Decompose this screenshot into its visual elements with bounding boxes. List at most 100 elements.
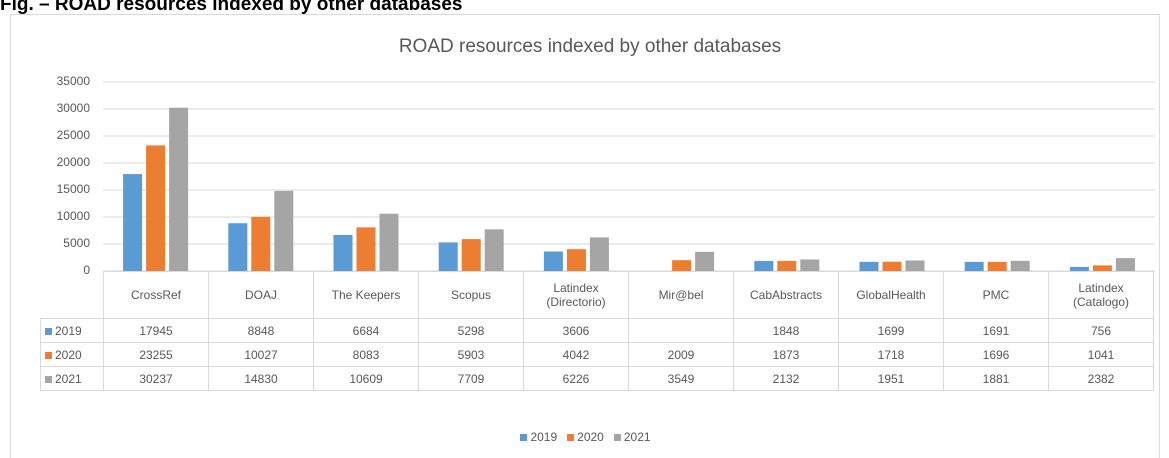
- bar: [987, 261, 1007, 271]
- legend-item: 2020: [565, 430, 604, 444]
- table-cell: 5903: [418, 342, 524, 367]
- category-label: Scopus: [418, 271, 524, 319]
- table-cell: 1951: [838, 366, 944, 391]
- legend-swatch: [45, 351, 52, 359]
- table-cell: 10609: [313, 366, 419, 391]
- category-label: GlobalHealth: [838, 271, 944, 319]
- table-cell: 4042: [523, 342, 629, 367]
- table-cell: 1881: [943, 366, 1049, 391]
- table-cell: 23255: [103, 342, 209, 367]
- category-label: PMC: [943, 271, 1049, 319]
- bar: [695, 251, 715, 271]
- table-cell: 1718: [838, 342, 944, 367]
- bar: [1010, 260, 1030, 271]
- legend-label: 2019: [530, 430, 558, 444]
- chart-title: ROAD resources indexed by other database…: [399, 36, 781, 57]
- category-label: The Keepers: [313, 271, 419, 319]
- row-header: 2020: [40, 342, 104, 367]
- table-cell: 30237: [103, 366, 209, 391]
- bar: [251, 216, 271, 271]
- legend-item: 2021: [612, 430, 651, 444]
- table-cell: 1041: [1048, 342, 1154, 367]
- table-cell: 6684: [313, 318, 419, 343]
- bar: [754, 261, 774, 271]
- bar: [379, 213, 399, 271]
- series-name: 2019: [55, 323, 82, 338]
- table-cell: 2382: [1048, 366, 1154, 391]
- category-label: DOAJ: [208, 271, 314, 319]
- bar: [905, 260, 925, 271]
- row-header: 2021: [40, 366, 104, 391]
- bar: [1092, 265, 1112, 271]
- bar: [333, 234, 353, 271]
- legend: 2019 2020 2021: [0, 430, 1169, 444]
- bar: [484, 229, 504, 271]
- table-cell: 1873: [733, 342, 839, 367]
- bar: [461, 239, 481, 271]
- table-cell: 5298: [418, 318, 524, 343]
- table-cell: 6226: [523, 366, 629, 391]
- legend-swatch: [45, 375, 52, 383]
- bar: [146, 145, 166, 271]
- bar: [859, 261, 879, 271]
- category-label: Latindex (Catalogo): [1048, 271, 1154, 319]
- bar: [169, 107, 189, 271]
- figure-caption: Fig. – ROAD resources indexed by other d…: [0, 0, 463, 15]
- category-label: CrossRef: [103, 271, 209, 319]
- table-cell: [628, 318, 734, 343]
- series-name: 2021: [55, 371, 82, 386]
- category-label: CabAbstracts: [733, 271, 839, 319]
- bar: [589, 237, 609, 271]
- bar: [882, 261, 902, 271]
- legend-label: 2021: [623, 430, 651, 444]
- y-tick-label: 35000: [57, 74, 91, 88]
- bar: [356, 227, 376, 271]
- bar: [672, 260, 692, 271]
- bar: [543, 251, 563, 271]
- table-cell: 3606: [523, 318, 629, 343]
- table-cell: 1696: [943, 342, 1049, 367]
- row-header: 2019: [40, 318, 104, 343]
- legend-swatch: [520, 434, 528, 441]
- chart-frame: [10, 14, 1160, 458]
- table-cell: 14830: [208, 366, 314, 391]
- bar: [123, 174, 143, 271]
- table-cell: 8083: [313, 342, 419, 367]
- y-tick-label: 0: [83, 263, 90, 277]
- bar: [566, 249, 586, 271]
- bar: [1069, 266, 1089, 271]
- y-tick-label: 20000: [57, 155, 91, 169]
- table-cell: 1699: [838, 318, 944, 343]
- table-cell: 10027: [208, 342, 314, 367]
- table-cell: 3549: [628, 366, 734, 391]
- y-tick-label: 15000: [57, 182, 91, 196]
- legend-swatch: [45, 327, 52, 335]
- table-cell: 7709: [418, 366, 524, 391]
- table-cell: 1848: [733, 318, 839, 343]
- bar: [274, 190, 294, 271]
- bar: [964, 261, 984, 271]
- table-row: 2019 17945 8848 6684 5298 3606 1848 1699 1691 756: [40, 318, 1154, 343]
- y-tick-label: 30000: [57, 101, 91, 115]
- table-cell: 2009: [628, 342, 734, 367]
- table-cell: 17945: [103, 318, 209, 343]
- table-corner: [40, 271, 104, 319]
- table-row: 2020 23255 10027 8083 5903 4042 2009 1873 1718 16…: [40, 342, 1154, 367]
- legend-swatch: [613, 434, 621, 441]
- category-label: Latindex (Directorio): [523, 271, 629, 319]
- bar: [438, 242, 458, 271]
- table-row: 2021 30237 14830 10609 7709 6226 3549 2132 1951 1…: [40, 366, 1154, 391]
- bar: [1115, 258, 1135, 271]
- data-table: CrossRef DOAJ The Keepers Scopus Latindex (D…: [40, 271, 1154, 391]
- table-cell: 1691: [943, 318, 1049, 343]
- table-header-row: CrossRef DOAJ The Keepers Scopus Latindex (D…: [40, 271, 1154, 319]
- bar: [777, 260, 797, 271]
- category-label: Mir@bel: [628, 271, 734, 319]
- y-tick-label: 5000: [63, 236, 90, 250]
- table-cell: 8848: [208, 318, 314, 343]
- legend-item: 2019: [518, 430, 557, 444]
- series-name: 2020: [55, 347, 82, 362]
- table-cell: 756: [1048, 318, 1154, 343]
- table-cell: 2132: [733, 366, 839, 391]
